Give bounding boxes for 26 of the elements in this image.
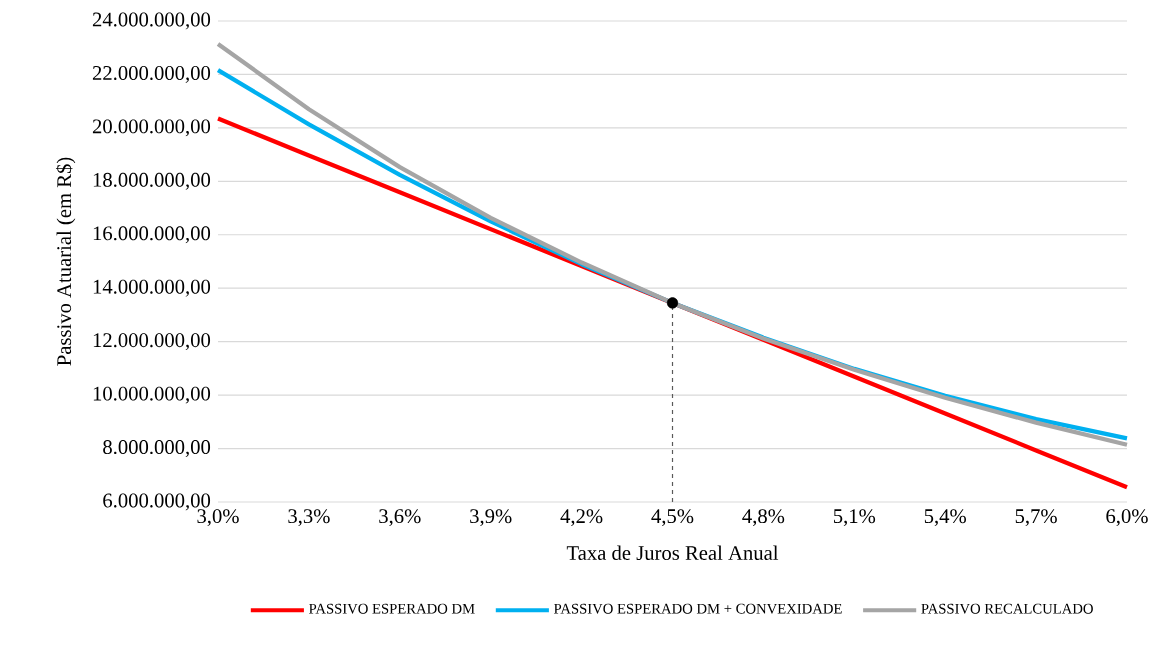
x-tick-label: 3,0% bbox=[197, 509, 239, 527]
y-tick-label: 22.000.000,00 bbox=[92, 65, 211, 83]
y-axis-title: Passivo Atuarial (em R$) bbox=[55, 157, 76, 366]
legend-label: PASSIVO ESPERADO DM bbox=[309, 603, 475, 614]
y-tick-label: 24.000.000,00 bbox=[92, 12, 211, 30]
y-tick-label: 6.000.000,00 bbox=[103, 493, 211, 511]
x-tick-label: 4,8% bbox=[742, 509, 785, 527]
x-tick-label: 5,1% bbox=[833, 509, 876, 527]
legend-label: PASSIVO RECALCULADO bbox=[921, 603, 1093, 614]
y-tick-label: 18.000.000,00 bbox=[93, 172, 211, 190]
x-tick-label: 3,9% bbox=[470, 509, 512, 527]
x-tick-label: 3,6% bbox=[379, 509, 421, 527]
legend-label: PASSIVO ESPERADO DM + CONVEXIDADE bbox=[553, 603, 842, 614]
y-tick-label: 14.000.000,00 bbox=[93, 279, 211, 297]
x-tick-label: 5,7% bbox=[1015, 509, 1057, 527]
y-tick-label: 8.000.000,00 bbox=[103, 440, 211, 457]
y-tick-label: 16.000.000,00 bbox=[93, 226, 211, 244]
y-tick-label: 10.000.000,00 bbox=[93, 386, 211, 404]
x-tick-label: 4,2% bbox=[560, 509, 603, 527]
x-tick-label: 3,3% bbox=[288, 509, 330, 527]
x-tick-label: 4,5% bbox=[651, 509, 694, 527]
y-tick-label: 20.000.000,00 bbox=[92, 119, 211, 137]
x-axis-title: Taxa de Juros Real Anual bbox=[566, 545, 779, 560]
y-tick-label: 12.000.000,00 bbox=[93, 333, 211, 351]
x-tick-label: 6,0% bbox=[1106, 509, 1148, 527]
x-tick-label: 5,4% bbox=[924, 509, 966, 527]
